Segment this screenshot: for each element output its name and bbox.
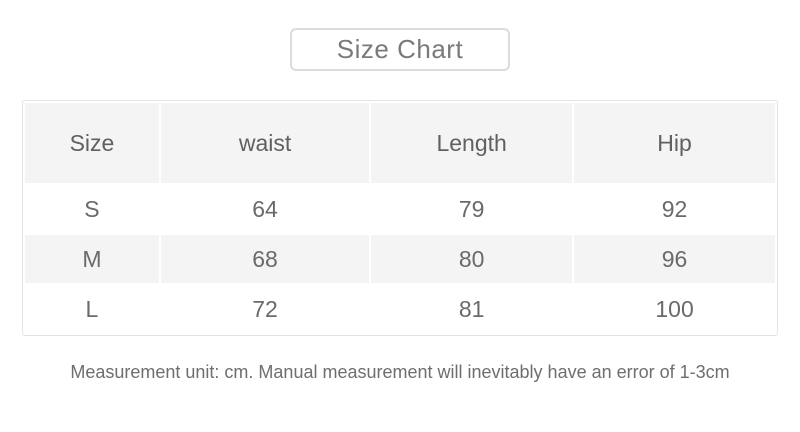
waist-value-cell: 68 — [160, 235, 370, 283]
hip-value-cell: 96 — [574, 235, 775, 283]
size-label-cell: M — [25, 235, 159, 283]
size-chart-title-box: Size Chart — [290, 28, 510, 71]
column-header-size: Size — [25, 103, 159, 183]
length-value-cell: 80 — [371, 235, 573, 283]
table-row-size-l: L 72 81 100 — [25, 285, 775, 333]
length-value-cell: 79 — [371, 185, 573, 233]
column-header-waist: waist — [160, 103, 370, 183]
hip-value-cell: 92 — [574, 185, 775, 233]
table-row-size-s: S 64 79 92 — [25, 185, 775, 233]
hip-value-cell: 100 — [574, 285, 775, 333]
size-label-cell: S — [25, 185, 159, 233]
table-row-size-m: M 68 80 96 — [25, 235, 775, 283]
size-label-cell: L — [25, 285, 159, 333]
table-header-row: Size waist Length Hip — [25, 103, 775, 183]
column-header-length: Length — [371, 103, 573, 183]
size-chart-page: Size Chart Size waist Length Hip S 64 79… — [0, 28, 800, 432]
waist-value-cell: 72 — [160, 285, 370, 333]
size-table: Size waist Length Hip S 64 79 92 M 68 80… — [22, 100, 778, 336]
length-value-cell: 81 — [371, 285, 573, 333]
column-header-hip: Hip — [574, 103, 775, 183]
waist-value-cell: 64 — [160, 185, 370, 233]
measurement-note: Measurement unit: cm. Manual measurement… — [70, 362, 730, 382]
page-title: Size Chart — [336, 34, 464, 64]
